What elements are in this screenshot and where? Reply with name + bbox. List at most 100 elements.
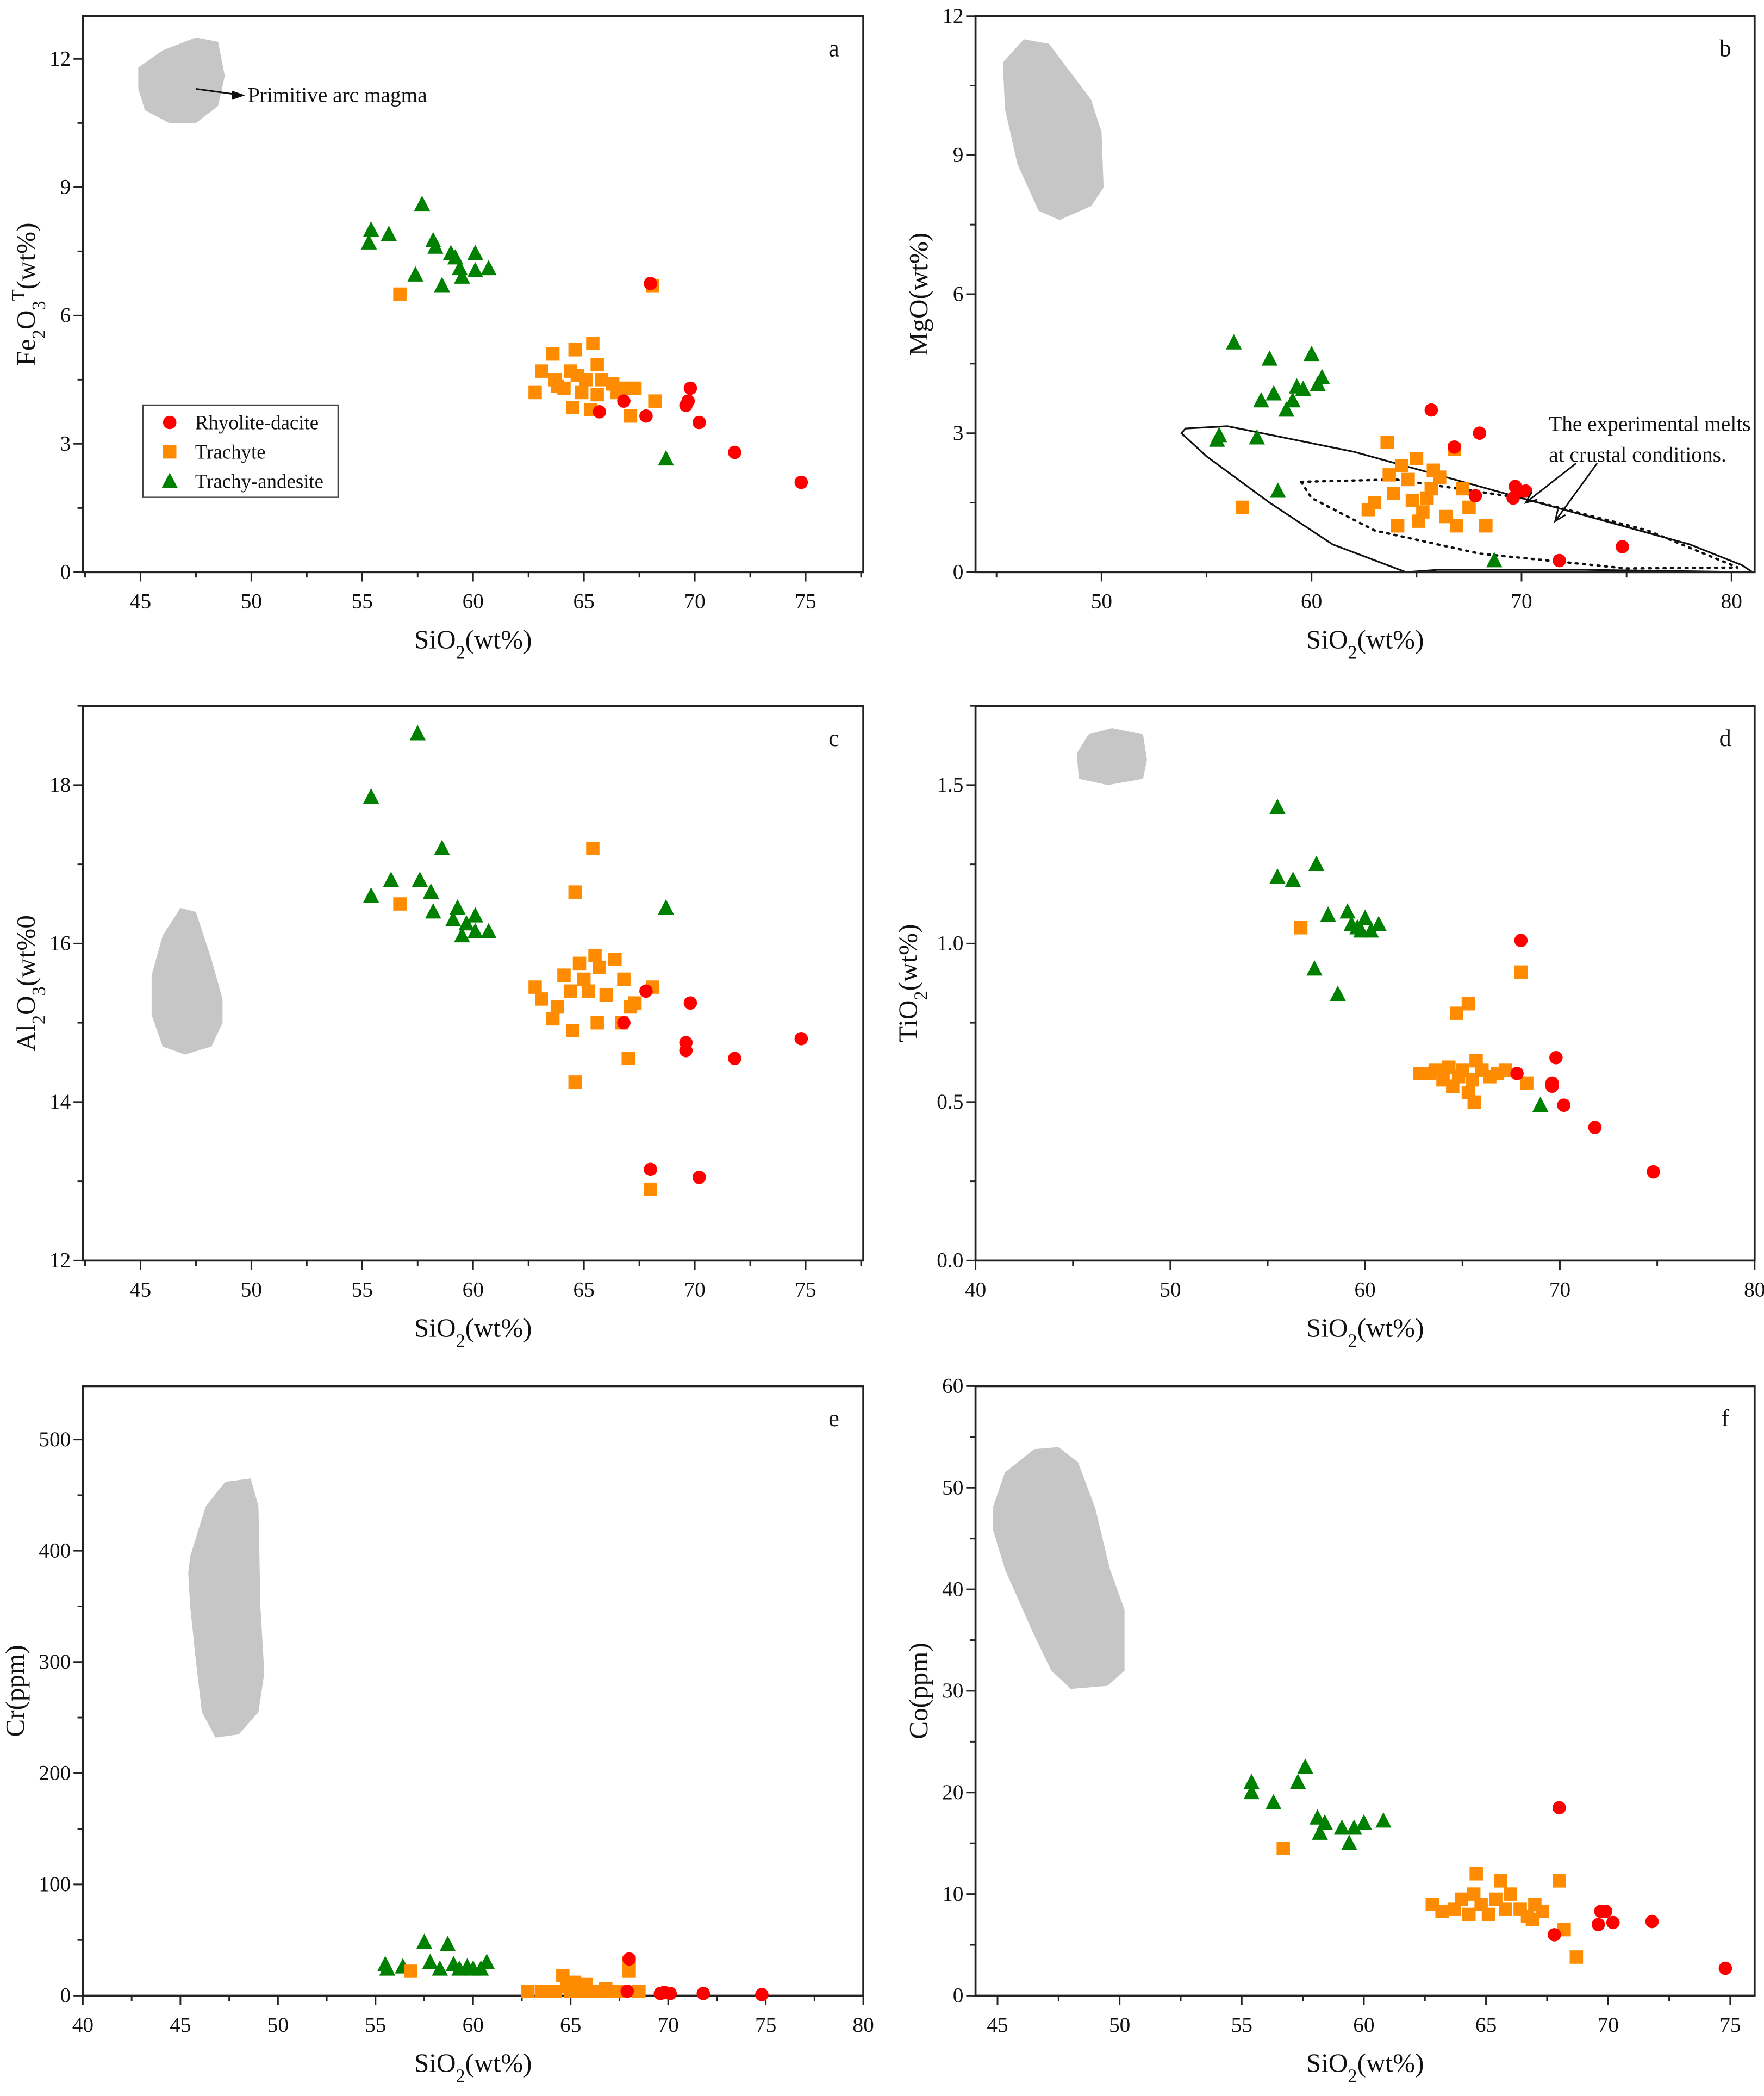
trachyte-point [404, 1964, 417, 1978]
x-tick-label: 80 [852, 2013, 874, 2037]
primitive-arc-magma-field [1076, 727, 1147, 785]
trachy-andesite-point [1253, 392, 1269, 408]
series-rhyolite-dacite [593, 277, 808, 489]
series-trachy-andesite [360, 195, 674, 466]
arrowhead-icon [232, 90, 245, 100]
rhyolite-dacite-point [1468, 489, 1482, 503]
trachy-andesite-point [1295, 380, 1311, 396]
trachy-andesite-point [454, 926, 470, 943]
y-tick-label: 18 [49, 773, 71, 797]
trachyte-point [599, 1982, 613, 1996]
x-tick-label: 50 [1109, 2013, 1130, 2037]
trachy-andesite-point [1357, 909, 1373, 925]
trachyte-point [575, 385, 589, 400]
annotation-arrow-line [1554, 463, 1598, 522]
x-tick-label: 45 [170, 2013, 191, 2037]
x-tick-label: 50 [1091, 589, 1112, 613]
series-trachy-andesite [363, 725, 674, 943]
trachy-andesite-point [1243, 1783, 1260, 1800]
trachyte-point [1294, 921, 1308, 935]
y-tick-label: 14 [49, 1090, 71, 1114]
series-rhyolite-dacite [1424, 403, 1629, 568]
rhyolite-dacite-point [1606, 1915, 1620, 1930]
trachyte-point [1462, 500, 1476, 514]
x-tick-label: 75 [755, 2013, 776, 2037]
panel-letter: b [1719, 35, 1731, 61]
trachyte-point [588, 948, 602, 962]
x-tick-label: 40 [965, 1278, 986, 1302]
label-part: MgO(wt%) [903, 233, 933, 356]
y-tick-label: 40 [942, 1577, 963, 1601]
trachyte-point [590, 388, 604, 402]
subscript: 2 [29, 329, 49, 339]
trachy-andesite-point [1308, 855, 1325, 871]
trachyte-point [548, 1984, 562, 1998]
rhyolite-dacite-point [692, 415, 706, 430]
x-tick-label: 70 [1549, 1278, 1570, 1302]
panel-f: 45 50 55 60 65 70 750102030405060SiO2(wt%)Co(p… [903, 1374, 1756, 2087]
x-tick-label: 50 [1160, 1278, 1181, 1302]
trachy-andesite-point [1269, 798, 1286, 814]
rhyolite-dacite-point [1548, 1928, 1561, 1942]
legend-label: Rhyolite-dacite [195, 411, 319, 433]
trachy-andesite-point [445, 911, 462, 926]
trachyte-point [1494, 1874, 1507, 1888]
x-tick-label: 55 [352, 1278, 373, 1302]
trachy-andesite-point [423, 883, 439, 899]
rhyolite-dacite-point [593, 405, 607, 419]
y-tick-label: 1.0 [937, 931, 963, 955]
x-tick-label: 60 [1353, 2013, 1374, 2037]
subscript: 3 [29, 301, 49, 310]
trachyte-point [644, 1182, 657, 1196]
y-tick-label: 12 [49, 47, 71, 71]
trachy-andesite-point [161, 472, 178, 488]
trachyte-point [1433, 470, 1447, 484]
label-part: (wt%0 [11, 915, 41, 986]
trachyte-point [1498, 1063, 1512, 1077]
trachyte-point [628, 381, 642, 395]
trachyte-point [1553, 1874, 1566, 1888]
x-tick-label: 60 [1355, 1278, 1376, 1302]
label-part: (wt%) [465, 1313, 532, 1343]
trachy-andesite-point [407, 266, 423, 282]
panel-letter: c [828, 725, 839, 751]
trachy-andesite-point [1265, 1794, 1282, 1809]
x-tick-label: 60 [463, 1278, 484, 1302]
series-trachy-andesite [377, 1933, 495, 1976]
trachyte-point [572, 956, 587, 971]
x-tick-label: 65 [574, 1278, 595, 1302]
trachy-andesite-point [432, 1960, 448, 1976]
crustal-melts-dotted-outline [1299, 478, 1738, 570]
x-tick-label: 70 [1511, 589, 1532, 613]
trachy-andesite-point [360, 234, 377, 250]
rhyolite-dacite-point [663, 1987, 677, 2000]
trachy-andesite-point [467, 245, 484, 260]
trachyte-point [1456, 482, 1470, 496]
primitive-arc-magma-field [1002, 39, 1104, 220]
y-tick-label: 0 [60, 560, 71, 584]
trachyte-point [648, 394, 662, 408]
panel-d: 40 50 60 70 800.00.51.01.5SiO2(wt%)TiO2(wt%)… [893, 705, 1764, 1352]
trachyte-point [163, 445, 177, 459]
trachyte-point [1235, 500, 1249, 514]
trachyte-point [1410, 452, 1424, 465]
rhyolite-dacite-point [692, 1171, 706, 1184]
plot-frame [974, 705, 1756, 1262]
y-tick-label: 200 [39, 1761, 71, 1785]
label-part: (wt%) [465, 2048, 532, 2078]
y-tick-label: 12 [942, 4, 963, 28]
y-axis-label: MgO(wt%) [903, 233, 933, 356]
rhyolite-dacite-point [644, 1162, 657, 1177]
y-tick-label: 3 [60, 432, 71, 456]
trachy-andesite-point [1303, 345, 1320, 362]
rhyolite-dacite-point [683, 996, 697, 1010]
rhyolite-dacite-point [681, 394, 695, 408]
trachyte-point [568, 1075, 582, 1089]
y-tick-label: 60 [942, 1374, 963, 1398]
trachy-andesite-point [1243, 1774, 1260, 1789]
trachyte-point [550, 1000, 564, 1014]
x-axis-label: SiO2(wt%) [1306, 2048, 1424, 2087]
trachyte-point [521, 1984, 535, 1998]
trachy-andesite-point [1330, 985, 1346, 1001]
label-part: (wt%) [1357, 2048, 1424, 2078]
